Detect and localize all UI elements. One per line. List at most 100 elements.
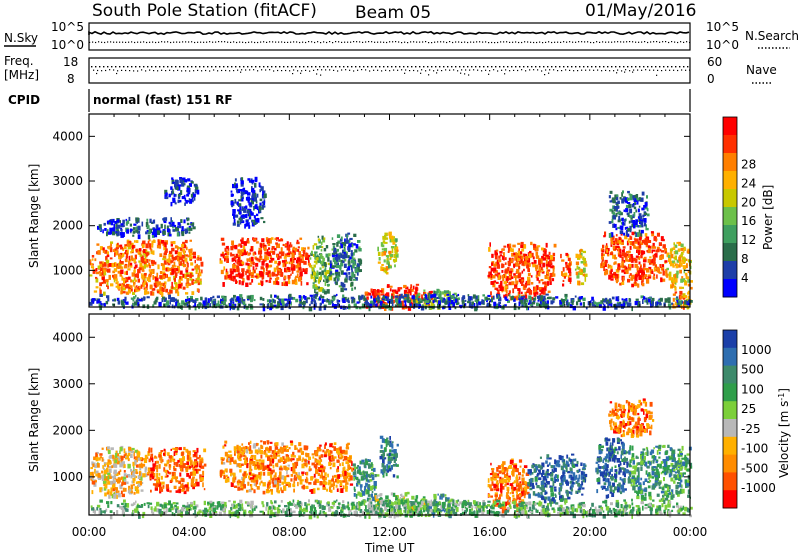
power-cell — [635, 238, 639, 242]
power-cell — [404, 306, 407, 310]
power-cell — [383, 247, 388, 253]
power-cell — [489, 299, 493, 303]
noise-search-point — [455, 41, 457, 43]
power-cell — [635, 194, 639, 199]
power-cell — [288, 244, 291, 248]
velocity-cell — [155, 460, 160, 464]
velocity-cell — [149, 467, 153, 472]
power-cell — [146, 258, 149, 263]
power-cell — [485, 296, 488, 300]
power-cell — [163, 281, 167, 285]
power-cell — [319, 245, 322, 248]
power-cell — [350, 252, 354, 256]
freq-outlier — [468, 74, 470, 76]
velocity-cell — [181, 456, 185, 461]
noise-search-point — [206, 41, 208, 43]
power-cell — [671, 277, 674, 281]
power-cell — [615, 207, 618, 212]
power-cell — [323, 279, 325, 282]
power-cell — [317, 259, 320, 264]
velocity-cell — [186, 486, 190, 489]
power-cell — [238, 203, 242, 207]
power-cell — [626, 202, 631, 204]
velocity-cell — [150, 489, 152, 493]
power-cell — [531, 301, 536, 305]
noise-search-point — [125, 41, 127, 43]
power-cell — [420, 300, 423, 303]
power-cell — [127, 276, 131, 280]
power-cell — [521, 297, 524, 301]
nave-point — [377, 69, 379, 71]
noise-search-point — [161, 41, 163, 43]
power-cell — [315, 277, 319, 279]
power-cell — [318, 278, 320, 284]
power-cell — [240, 244, 243, 248]
power-cell — [118, 265, 122, 269]
power-cell — [600, 248, 604, 252]
noise-search-point — [497, 41, 499, 44]
power-cell — [666, 267, 669, 271]
power-cell — [582, 297, 586, 301]
power-cell — [290, 301, 292, 306]
power-cell — [671, 260, 675, 264]
power-cell — [122, 291, 126, 294]
power-cell — [520, 244, 524, 249]
power-cell — [298, 255, 301, 259]
freq-point — [495, 66, 497, 68]
power-echo-region — [560, 252, 572, 287]
power-cell — [106, 231, 108, 237]
power-cell — [107, 297, 110, 302]
power-cell — [646, 250, 649, 253]
power-echo-region — [219, 237, 311, 287]
power-cell — [381, 303, 386, 307]
power-cell — [648, 297, 652, 301]
power-cell — [637, 283, 640, 288]
nave-point — [677, 69, 679, 72]
power-cell — [647, 298, 651, 303]
power-cell — [197, 265, 200, 270]
power-cell — [624, 267, 627, 271]
power-cell — [442, 306, 445, 310]
noise-search-point — [224, 41, 226, 43]
power-ylabel: Slant Range [km] — [27, 164, 41, 268]
velocity-cell — [147, 472, 149, 475]
colorbar-swatch — [723, 135, 737, 154]
power-cell — [313, 294, 317, 298]
power-cell — [438, 294, 442, 298]
nave-point — [409, 70, 411, 72]
power-cell — [162, 229, 166, 232]
power-cell — [274, 237, 277, 240]
velocity-cell — [192, 466, 195, 471]
power-cell — [234, 178, 237, 182]
power-cell — [671, 302, 674, 305]
power-cell — [331, 273, 335, 276]
noise-search-point — [203, 41, 205, 43]
power-cell — [132, 227, 136, 230]
noise-search-point — [494, 42, 496, 44]
noise-search-point — [104, 41, 106, 44]
power-cell — [249, 282, 252, 285]
power-cell — [232, 213, 236, 216]
noise-search-point — [548, 41, 550, 43]
power-cell — [438, 300, 441, 305]
power-cell — [525, 280, 528, 286]
power-cell — [117, 242, 119, 246]
power-cell — [251, 274, 254, 277]
nave-point — [137, 70, 139, 72]
power-cell — [342, 249, 345, 254]
power-cell — [640, 221, 644, 227]
freq-point — [551, 66, 553, 68]
noise-search-point — [383, 41, 385, 43]
power-cell — [547, 296, 550, 300]
velocity-cell — [104, 463, 106, 467]
power-cell — [320, 253, 323, 259]
power-cell — [545, 254, 549, 257]
power-cell — [237, 201, 239, 206]
power-cell — [177, 185, 180, 190]
power-cell — [251, 219, 253, 223]
nave-point — [389, 70, 391, 72]
power-cell — [133, 223, 137, 226]
freq-point — [311, 66, 313, 68]
power-cell — [98, 302, 101, 308]
nave-point — [213, 69, 215, 71]
